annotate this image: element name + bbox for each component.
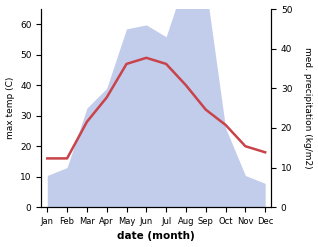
X-axis label: date (month): date (month) [117, 231, 195, 242]
Y-axis label: med. precipitation (kg/m2): med. precipitation (kg/m2) [303, 47, 313, 169]
Y-axis label: max temp (C): max temp (C) [5, 77, 15, 139]
